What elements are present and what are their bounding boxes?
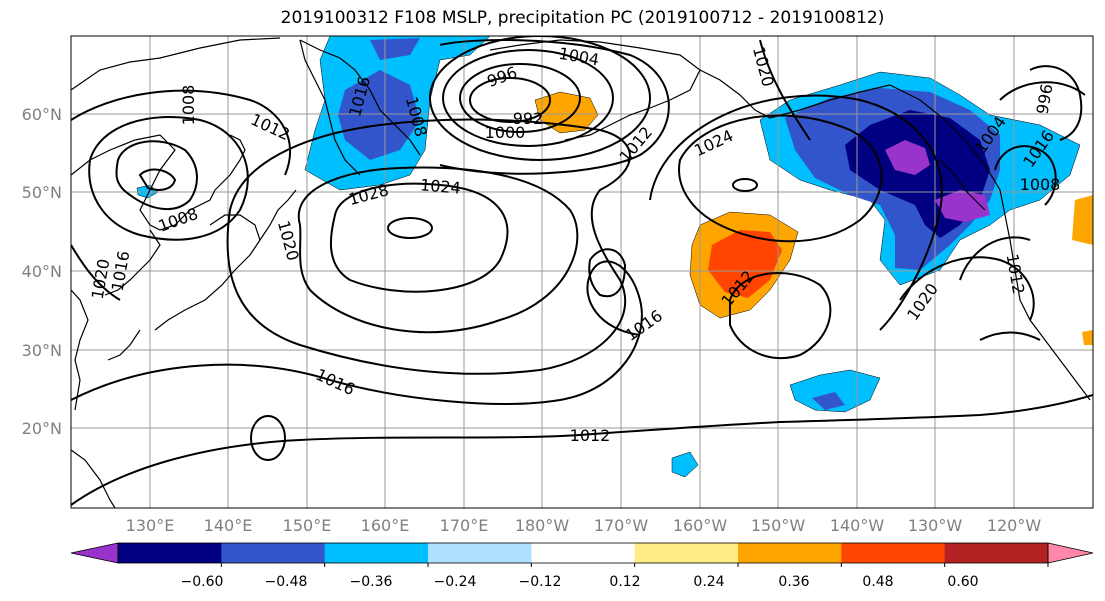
contour-label: 1024 bbox=[419, 175, 461, 197]
contour-label: 1008 bbox=[179, 85, 198, 126]
lat-label: 60°N bbox=[22, 105, 62, 124]
lon-label: 180°W bbox=[515, 516, 570, 535]
longitude-labels: 130°E 140°E 150°E 160°E 170°E 180°W 170°… bbox=[126, 516, 1042, 535]
colorbar-tick-label: −0.36 bbox=[350, 574, 393, 590]
colorbar-tick-label: 0.12 bbox=[609, 574, 640, 590]
lon-label: 120°W bbox=[987, 516, 1042, 535]
precip-negative-kamchatka-inner bbox=[338, 70, 420, 160]
lon-label: 130°E bbox=[126, 516, 175, 535]
gridlines bbox=[71, 36, 1093, 508]
precip-negative-gulf-purple bbox=[885, 140, 930, 175]
contour-label: 1012 bbox=[570, 426, 611, 445]
lon-label: 140°W bbox=[830, 516, 885, 535]
lon-label: 130°W bbox=[908, 516, 963, 535]
latitude-labels: 60°N 50°N 40°N 30°N 20°N bbox=[22, 105, 62, 438]
lon-label: 150°W bbox=[751, 516, 806, 535]
map-body: 1008 1012 1008 1020 1016 1016 1028 1024 … bbox=[71, 36, 1093, 508]
colorbar-tick-label: −0.24 bbox=[434, 574, 477, 590]
colorbar-box bbox=[324, 543, 429, 563]
map-title: 2019100312 F108 MSLP, precipitation PC (… bbox=[280, 8, 885, 28]
colorbar-frame bbox=[117, 542, 1049, 564]
map-frame bbox=[70, 35, 1094, 509]
lat-label: 40°N bbox=[22, 262, 62, 281]
lon-label: 170°E bbox=[440, 516, 489, 535]
colorbar-box bbox=[944, 543, 1049, 563]
precip-negative-north bbox=[370, 38, 420, 60]
precip-positive-baja bbox=[1082, 330, 1093, 345]
precip-positive-west-coast bbox=[1072, 195, 1093, 245]
colorbar-tick-label: 0.60 bbox=[947, 574, 978, 590]
colorbar-tick-label: 0.36 bbox=[778, 574, 809, 590]
contour-label: 1008 bbox=[1020, 175, 1061, 194]
lat-label: 30°N bbox=[22, 341, 62, 360]
contour-label: 1000 bbox=[485, 123, 526, 142]
colorbar-tick-label: −0.12 bbox=[519, 574, 562, 590]
coastlines bbox=[71, 37, 1091, 508]
lon-label: 160°E bbox=[361, 516, 410, 535]
colorbar-box bbox=[634, 543, 739, 563]
colorbar-ticks: −0.60 −0.48 −0.36 −0.24 −0.12 0.12 0.24 … bbox=[181, 563, 1049, 590]
colorbar-box bbox=[118, 543, 222, 563]
mslp-contours bbox=[71, 36, 1093, 506]
colorbar-extend-low bbox=[70, 542, 119, 564]
colorbar-tick-label: −0.48 bbox=[265, 574, 308, 590]
colorbar-tick-label: 0.24 bbox=[693, 574, 724, 590]
colorbar-tick-label: 0.48 bbox=[862, 574, 893, 590]
contour-label: 992 bbox=[513, 109, 544, 128]
colorbar-box bbox=[221, 543, 326, 563]
lat-label: 50°N bbox=[22, 183, 62, 202]
colorbar-boxes bbox=[70, 542, 1094, 564]
lon-label: 140°E bbox=[204, 516, 253, 535]
colorbar-tick-label: −0.60 bbox=[181, 574, 224, 590]
precip-negative-hawaii bbox=[671, 451, 699, 478]
lat-label: 20°N bbox=[22, 419, 62, 438]
precip-negative-gulf-purple2 bbox=[935, 190, 990, 222]
lon-label: 160°W bbox=[673, 516, 728, 535]
colorbar-box bbox=[841, 543, 946, 563]
colorbar-box bbox=[531, 543, 636, 563]
precip-negative-subtropical-inner bbox=[812, 392, 845, 410]
precip-positive-ne-pacific-inner bbox=[708, 230, 782, 298]
colorbar-extend-high bbox=[1047, 542, 1094, 564]
colorbar-box bbox=[738, 543, 842, 563]
colorbar-box bbox=[428, 543, 532, 563]
lon-label: 170°W bbox=[594, 516, 649, 535]
lon-label: 150°E bbox=[283, 516, 332, 535]
